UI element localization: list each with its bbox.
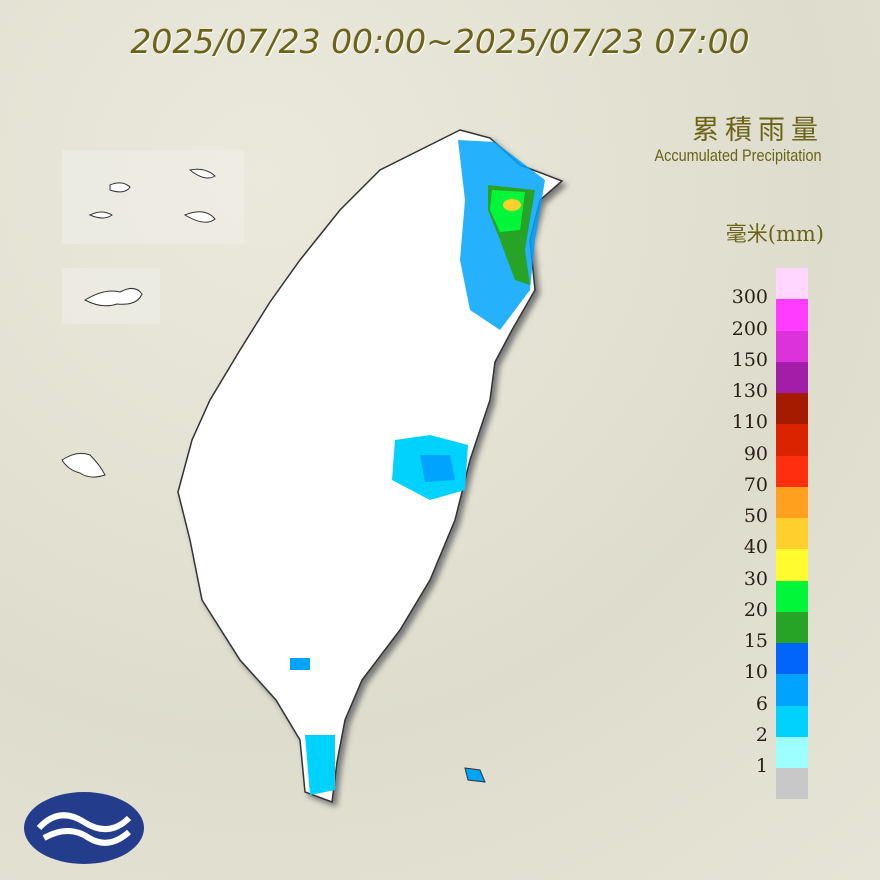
legend-title-zh: 累積雨量 — [692, 115, 824, 146]
legend-swatch — [776, 736, 808, 768]
legend-label: 2 — [755, 723, 768, 746]
cwa-logo — [24, 792, 144, 864]
legend-swatch — [776, 643, 808, 675]
legend-label: 150 — [731, 348, 768, 371]
legend-label: 130 — [731, 380, 768, 402]
legend-swatch — [776, 705, 808, 737]
legend-swatch — [776, 549, 808, 581]
rainfall-areas — [290, 140, 545, 795]
legend-colorbar — [776, 268, 808, 800]
legend-label: 15 — [743, 630, 768, 652]
legend-swatch — [776, 518, 808, 550]
legend-swatch — [776, 268, 808, 300]
legend-swatch — [776, 424, 808, 456]
legend-label: 10 — [743, 661, 768, 684]
legend-swatch — [776, 393, 808, 425]
legend-label: 110 — [731, 411, 768, 434]
legend-swatch — [776, 768, 808, 800]
legend-swatch — [776, 580, 808, 612]
time-range-title: 2025/07/23 00:00~2025/07/23 07:00 — [130, 22, 750, 61]
legend-label: 6 — [755, 692, 768, 715]
legend-swatch — [776, 674, 808, 706]
legend-label: 50 — [743, 505, 768, 527]
legend-label: 90 — [743, 442, 768, 465]
legend-label: 30 — [743, 567, 768, 590]
legend-unit: 毫米(mm) — [725, 222, 824, 246]
legend-label: 200 — [731, 317, 768, 340]
legend-swatch — [776, 611, 808, 643]
legend-swatch — [776, 486, 808, 518]
legend-swatch — [776, 455, 808, 487]
legend-label: 40 — [743, 536, 768, 559]
inset-islands — [61, 150, 244, 478]
legend-title-en: Accumulated Precipitation — [654, 146, 822, 165]
legend-swatch — [776, 361, 808, 393]
legend-label: 1 — [755, 755, 768, 777]
legend-label: 20 — [743, 598, 768, 621]
legend-swatch — [776, 330, 808, 362]
legend-swatch — [776, 299, 808, 331]
legend-label: 70 — [743, 473, 768, 496]
legend-label: 300 — [731, 286, 768, 309]
